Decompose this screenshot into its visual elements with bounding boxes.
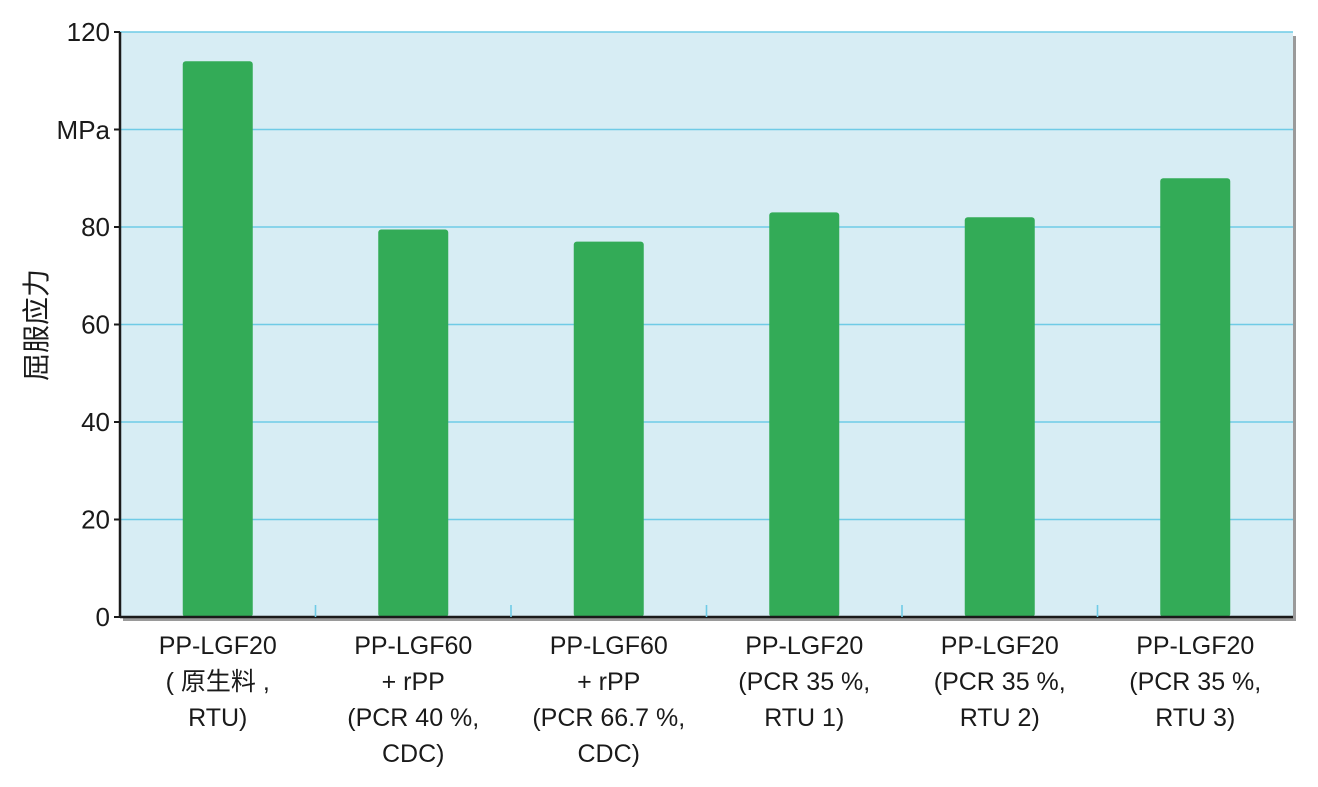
x-category-label: PP-LGF60 + rPP (PCR 66.7 %, CDC)	[532, 632, 685, 768]
x-category-label-line: CDC)	[578, 740, 641, 768]
y-tick-label: 20	[81, 505, 110, 535]
x-category-label-line: ( 原生料 ,	[166, 668, 270, 696]
x-category-label-line: PP-LGF60	[354, 632, 472, 660]
x-category-label-line: CDC)	[382, 740, 445, 768]
x-category-label-line: PP-LGF60	[550, 632, 668, 660]
bars	[182, 61, 1231, 617]
x-category-label: PP-LGF20 (PCR 35 %, RTU 1)	[738, 632, 870, 732]
y-tick-label: 80	[81, 212, 110, 242]
x-category-label-line: PP-LGF20	[745, 632, 863, 660]
x-category-label-line: (PCR 40 %,	[347, 704, 479, 732]
x-category-label-line: + rPP	[577, 668, 640, 696]
x-category-label: PP-LGF20 ( 原生料 , RTU)	[159, 632, 277, 732]
x-axis	[120, 605, 1293, 619]
x-category-label-line: PP-LGF20	[1136, 632, 1254, 660]
x-category-label-line: (PCR 35 %,	[1129, 668, 1261, 696]
y-tick-label: 120	[67, 17, 110, 47]
x-category-label-line: (PCR 35 %,	[934, 668, 1066, 696]
x-category-label-line: (PCR 35 %,	[738, 668, 870, 696]
x-category-label-line: RTU 3)	[1155, 704, 1235, 732]
category-labels: PP-LGF20 ( 原生料 , RTU) PP-LGF60 + rPP (PCR 40 …	[159, 632, 1262, 768]
x-category-label-line: RTU)	[188, 704, 247, 732]
bar	[378, 229, 449, 617]
bar	[573, 241, 644, 617]
x-category-label-line: (PCR 66.7 %,	[532, 704, 685, 732]
y-axis: 0 20 40 60 80 120	[67, 17, 122, 632]
y-axis-unit: MPa	[57, 115, 111, 145]
y-tick-label: 0	[96, 602, 110, 632]
y-axis-title: 屈服应力	[20, 269, 53, 381]
x-category-label: PP-LGF20 (PCR 35 %, RTU 2)	[934, 632, 1066, 732]
x-category-label-line: RTU 1)	[764, 704, 844, 732]
x-category-label: PP-LGF20 (PCR 35 %, RTU 3)	[1129, 632, 1261, 732]
y-tick-label: 60	[81, 310, 110, 340]
x-category-label-line: RTU 2)	[960, 704, 1040, 732]
x-category-label-line: + rPP	[382, 668, 445, 696]
bar	[769, 212, 840, 617]
bar	[964, 217, 1035, 617]
y-tick-label: 40	[81, 407, 110, 437]
bar	[1160, 178, 1231, 617]
x-category-label-line: PP-LGF20	[159, 632, 277, 660]
x-category-label: PP-LGF60 + rPP (PCR 40 %, CDC)	[347, 632, 479, 768]
bar	[182, 61, 253, 617]
x-category-label-line: PP-LGF20	[941, 632, 1059, 660]
gridlines	[120, 31, 1293, 521]
